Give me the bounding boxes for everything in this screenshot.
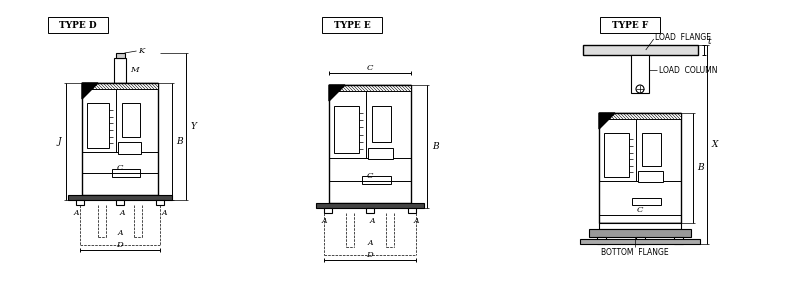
Bar: [366, 208, 374, 213]
Text: B: B: [176, 137, 182, 146]
Bar: [156, 200, 164, 205]
Text: BOTTOM  FLANGE: BOTTOM FLANGE: [601, 248, 669, 257]
Text: A: A: [118, 229, 122, 237]
Bar: [116, 200, 124, 205]
Bar: [329, 85, 411, 203]
Text: A: A: [119, 209, 125, 217]
Text: TYPE D: TYPE D: [59, 21, 97, 29]
Bar: [642, 133, 662, 166]
Bar: [599, 113, 681, 119]
Text: TYPE F: TYPE F: [612, 21, 648, 29]
Bar: [589, 229, 691, 237]
Bar: [334, 106, 358, 153]
Text: t: t: [707, 38, 711, 46]
Bar: [600, 17, 660, 33]
Bar: [580, 239, 700, 244]
Bar: [86, 103, 110, 148]
Text: Y: Y: [191, 122, 197, 131]
Text: C: C: [367, 172, 373, 180]
Bar: [599, 113, 681, 223]
Text: D: D: [117, 241, 123, 249]
Text: A: A: [370, 217, 374, 225]
Bar: [372, 106, 391, 142]
Text: B: B: [697, 164, 704, 172]
Text: J: J: [58, 137, 61, 146]
Bar: [118, 142, 142, 154]
Text: B: B: [432, 142, 438, 151]
Bar: [362, 176, 391, 184]
Text: TYPE E: TYPE E: [334, 21, 370, 29]
Bar: [322, 17, 382, 33]
Bar: [82, 83, 158, 89]
Text: D: D: [366, 251, 374, 259]
Bar: [316, 203, 424, 208]
Bar: [604, 133, 629, 177]
Bar: [674, 237, 683, 244]
Bar: [631, 55, 649, 93]
Text: M: M: [130, 66, 138, 75]
Polygon shape: [82, 83, 98, 99]
Polygon shape: [599, 113, 615, 129]
Bar: [635, 237, 645, 244]
Bar: [638, 171, 663, 182]
Bar: [329, 85, 411, 91]
Bar: [368, 148, 393, 159]
Text: C: C: [637, 206, 643, 214]
Bar: [582, 45, 698, 55]
Bar: [597, 237, 606, 244]
Text: A: A: [414, 217, 418, 225]
Text: C: C: [117, 164, 123, 172]
Text: C: C: [367, 64, 373, 72]
Bar: [68, 195, 172, 200]
Bar: [632, 198, 662, 205]
Text: A: A: [322, 217, 326, 225]
Polygon shape: [329, 85, 345, 101]
Bar: [599, 223, 681, 229]
Bar: [112, 169, 140, 177]
Text: A: A: [367, 239, 373, 247]
Bar: [114, 58, 126, 83]
Text: X: X: [712, 140, 718, 149]
Bar: [115, 53, 125, 58]
Text: LOAD  FLANGE: LOAD FLANGE: [654, 34, 710, 42]
Text: LOAD  COLUMN: LOAD COLUMN: [659, 66, 718, 75]
Text: K: K: [138, 47, 145, 55]
Bar: [82, 83, 158, 195]
Bar: [408, 208, 416, 213]
Text: A: A: [162, 209, 166, 217]
Bar: [76, 200, 84, 205]
Text: A: A: [74, 209, 78, 217]
Bar: [48, 17, 108, 33]
Bar: [122, 103, 140, 137]
Bar: [324, 208, 332, 213]
